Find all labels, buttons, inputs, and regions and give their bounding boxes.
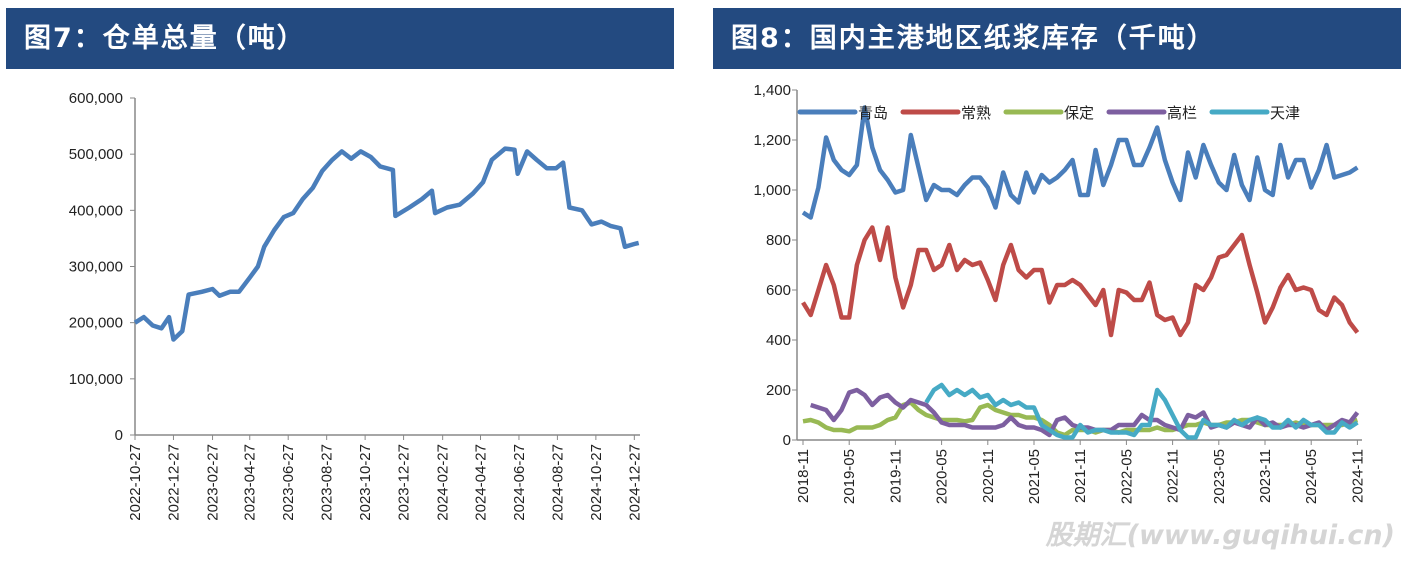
legend-label: 常熟 (961, 104, 991, 122)
x-tick-label: 2024-02-27 (435, 444, 452, 521)
x-tick-label: 2023-05 (1211, 449, 1228, 504)
y-tick-label: 200,000 (69, 315, 123, 332)
y-tick-label: 1,200 (753, 132, 791, 149)
series-line-4 (924, 382, 1359, 440)
x-tick-label: 2024-11 (1349, 449, 1366, 503)
x-tick-label: 2024-04-27 (472, 444, 489, 521)
x-tick-label: 2023-11 (1257, 449, 1274, 503)
x-tick-label: 2020-05 (934, 449, 951, 504)
x-tick-label: 2019-05 (841, 449, 858, 504)
legend-label: 天津 (1270, 104, 1300, 122)
x-tick-label: 2022-05 (1118, 449, 1135, 504)
series-line-0 (801, 105, 1359, 220)
x-tick-label: 2021-05 (1026, 449, 1043, 504)
x-tick-label: 2019-11 (887, 449, 904, 503)
x-tick-label: 2024-12-27 (626, 444, 643, 521)
x-tick-label: 2023-08-27 (319, 444, 336, 521)
chart8-title: 图8：国内主港地区纸浆库存（千吨） (713, 8, 1401, 69)
y-tick-label: 0 (783, 432, 791, 449)
watermark: 股期汇(www.guqihui.cn) (1045, 520, 1395, 551)
x-tick-label: 2024-08-27 (549, 444, 566, 521)
y-tick-label: 1,000 (753, 182, 791, 199)
y-tick-label: 1,400 (753, 82, 791, 99)
legend-label: 高栏 (1167, 104, 1197, 122)
y-tick-label: 500,000 (69, 146, 123, 163)
x-tick-label: 2022-11 (1165, 449, 1182, 503)
x-tick-label: 2022-12-27 (165, 444, 182, 521)
y-tick-label: 400,000 (69, 202, 123, 219)
x-tick-label: 2024-05 (1303, 449, 1320, 504)
y-tick-label: 800 (766, 232, 791, 249)
legend-label: 青岛 (858, 104, 888, 122)
x-tick-label: 2023-12-27 (396, 444, 413, 521)
y-tick-label: 600,000 (69, 90, 123, 107)
x-tick-label: 2024-06-27 (511, 444, 528, 521)
y-tick-label: 100,000 (69, 371, 123, 388)
y-tick-label: 600 (766, 282, 791, 299)
chart7-title: 图7：仓单总量（吨） (6, 8, 674, 69)
x-tick-label: 2021-11 (1072, 449, 1089, 503)
x-tick-label: 2023-04-27 (242, 444, 259, 521)
legend-label: 保定 (1064, 104, 1094, 122)
x-tick-label: 2023-06-27 (280, 444, 297, 521)
series-line-2 (802, 400, 1359, 438)
series-line-1 (801, 225, 1360, 338)
x-tick-label: 2022-10-27 (127, 444, 144, 521)
y-tick-label: 0 (115, 427, 123, 444)
x-tick-label: 2023-02-27 (205, 444, 222, 521)
x-tick-label: 2023-10-27 (357, 444, 374, 521)
series-line-warehouse-receipts (133, 146, 640, 342)
y-tick-label: 400 (766, 332, 791, 349)
y-tick-label: 200 (766, 382, 791, 399)
y-tick-label: 300,000 (69, 259, 123, 276)
x-tick-label: 2024-10-27 (588, 444, 605, 521)
x-tick-label: 2020-11 (980, 449, 997, 503)
x-tick-label: 2018-11 (795, 449, 812, 503)
